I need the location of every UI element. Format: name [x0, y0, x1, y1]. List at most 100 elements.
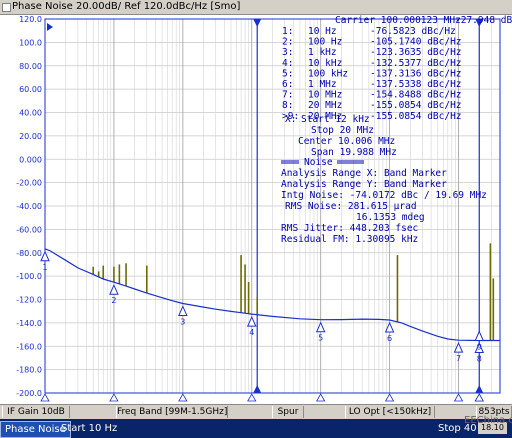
carrier-label: Carrier 100.000123 MHz [335, 15, 461, 26]
integrated-noise: Intg Noise: -74.0172 dBc / 19.69 MHz [281, 190, 487, 201]
trace-select-checkbox[interactable] [2, 3, 11, 12]
marker-triangle-icon [384, 321, 395, 333]
marker-row-freq: 100 kHz [308, 68, 348, 79]
y-tick-label: -140.0 [16, 319, 42, 328]
marker-row-freq: 10 Hz [308, 26, 337, 37]
marker-triangle-icon [474, 330, 485, 342]
axis-marker-icon [178, 393, 188, 402]
marker-row-id: 5: [282, 68, 293, 79]
marker-label: 6 [387, 334, 392, 343]
trace-title-bar: Phase Noise 20.00dB/ Ref 120.0dBc/Hz [Sm… [0, 0, 512, 15]
marker-triangle-icon [40, 250, 50, 262]
y-tick-label: -80.00 [16, 249, 42, 258]
freq-band-status[interactable]: Freq Band [99M-1.5GHz] [116, 406, 228, 418]
y-tick-label: 120.0 [19, 15, 42, 24]
band-x-label: X: [285, 114, 296, 125]
y-tick-label: -20.00 [16, 179, 42, 188]
axis-marker-icon [315, 393, 326, 402]
marker-row-freq: 1 MHz [308, 79, 337, 90]
y-tick-label: 80.00 [19, 62, 42, 71]
marker-label: 3 [180, 317, 185, 326]
marker-row-id: 2: [282, 37, 293, 48]
band-stop: Stop 20 MHz [311, 125, 374, 136]
y-axis-ticks: 120.0 100.0 80.00 60.00 40.00 20.00 0.000 -20.0… [16, 15, 42, 398]
x-axis-markers [40, 393, 484, 402]
marker-row-value: -105.1740 dBc/Hz [370, 37, 462, 48]
marker-row-id: 6: [282, 79, 293, 90]
status-bar: IF Gain 10dB Freq Band [99M-1.5GHz] Spur… [0, 404, 512, 419]
marker-row-id: 4: [282, 58, 293, 69]
marker-table: 1: 10 Hz -76.5823 dBc/Hz 2: 100 Hz -105.1740 … [282, 26, 462, 122]
spur-status[interactable]: Spur [272, 406, 304, 418]
analysis-range-x: Analysis Range X: Band Marker [281, 168, 447, 179]
marker-row-freq: 20 MHz [308, 100, 342, 111]
band-span: Span 19.988 MHz [311, 147, 397, 158]
analysis-range-y: Analysis Range Y: Band Marker [281, 179, 447, 190]
marker-row-value: -76.5823 dBc/Hz [370, 26, 456, 37]
band-marker-top-icon [475, 19, 484, 27]
marker-row-value: -155.0854 dBc/Hz [370, 111, 462, 122]
axis-marker-icon [384, 393, 395, 402]
y-tick-label: -100.0 [16, 272, 42, 281]
marker-label: 9 [477, 343, 482, 352]
phase-noise-chart[interactable]: 120.0 100.0 80.00 60.00 40.00 20.00 0.000 -20.0… [0, 15, 512, 404]
band-center: Center 10.006 MHz [298, 136, 395, 147]
plot-background [0, 15, 512, 404]
marker-row-value: -155.0854 dBc/Hz [370, 100, 462, 111]
residual-fm: Residual FM: 1.30095 kHz [281, 234, 418, 245]
y-tick-label: -60.00 [16, 225, 42, 234]
band-marker-top-icon [253, 19, 262, 27]
marker-label: 7 [456, 354, 461, 363]
y-tick-label: -40.00 [16, 202, 42, 211]
trace-title: Phase Noise 20.00dB/ Ref 120.0dBc/Hz [Sm… [12, 1, 241, 12]
marker-annotation-panel: Carrier 100.000123 MHz -27.948 dBm 1: 10 … [281, 15, 512, 245]
marker-row-freq: 100 Hz [308, 37, 342, 48]
marker-row-freq: 10 kHz [308, 58, 342, 69]
marker-row-freq: 10 MHz [308, 90, 342, 101]
marker-triangle-icon [453, 341, 464, 353]
y-tick-label: -180.0 [16, 366, 42, 375]
y-tick-label: 20.00 [19, 132, 42, 141]
plot-frame [44, 18, 501, 394]
sweep-start[interactable]: Start 10 Hz [61, 423, 118, 434]
rms-noise-mdeg: 16.1353 mdeg [356, 212, 425, 223]
marker-row-freq: 20 MHz [308, 111, 342, 122]
band-marker-bottom-icon [253, 385, 262, 393]
trace-markers: 1 2 3 4 5 6 7 8 9 [40, 250, 485, 364]
if-gain-status[interactable]: IF Gain 10dB [2, 406, 70, 418]
axis-marker-icon [40, 393, 50, 402]
measurement-footer: Phase Noise Start 10 Hz Stop 40 MHz 18.1… [0, 415, 512, 438]
marker-row-value: -137.5338 dBc/Hz [370, 79, 462, 90]
band-marker-bottom-icon [475, 385, 484, 393]
marker-triangle-icon [315, 321, 326, 333]
axis-marker-icon [247, 393, 257, 402]
marker-triangle-icon [178, 305, 188, 316]
watermark: EEChina.com [464, 415, 512, 426]
marker-label: 8 [477, 355, 482, 364]
sweep-stop[interactable]: Stop 40 MHz [438, 423, 502, 434]
marker-triangle-icon [246, 315, 257, 327]
ref-level-arrow-icon[interactable] [47, 23, 53, 31]
marker-row-freq: 1 kHz [308, 47, 337, 58]
channel-indicator: 18.10 [478, 422, 507, 434]
plot-area[interactable]: 120.0 100.0 80.00 60.00 40.00 20.00 0.000 -20.0… [0, 15, 512, 404]
marker-row-id: 3: [282, 47, 293, 58]
axis-marker-icon [453, 393, 464, 402]
phase-noise-trace [44, 248, 500, 342]
y-tick-label: -200.0 [16, 389, 42, 398]
lo-opt-status[interactable]: LO Opt [<150kHz] [345, 406, 435, 418]
marker-row-value: -137.3136 dBc/Hz [370, 68, 462, 79]
marker-row-value: -123.3635 dBc/Hz [370, 47, 462, 58]
y-tick-label: -120.0 [16, 296, 42, 305]
rms-noise-urad: RMS Noise: 281.615 µrad [285, 201, 417, 212]
y-tick-label: 0.000 [19, 155, 42, 164]
rms-jitter: RMS Jitter: 448.203 fsec [281, 223, 418, 234]
noise-heading: Noise [304, 157, 333, 168]
marker-row-id: 8: [282, 100, 293, 111]
marker-label: 1 [42, 263, 47, 272]
marker-label: 2 [111, 296, 116, 305]
y-tick-label: -160.0 [16, 342, 42, 351]
marker-triangle-icon [474, 342, 485, 354]
plot-grid [44, 18, 501, 394]
axis-marker-icon [109, 393, 119, 402]
